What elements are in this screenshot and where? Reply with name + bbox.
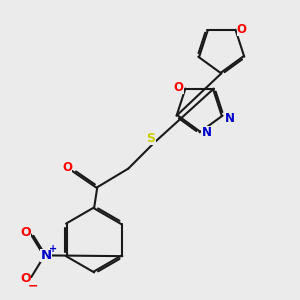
Text: O: O bbox=[174, 80, 184, 94]
Text: O: O bbox=[62, 161, 72, 174]
Text: O: O bbox=[237, 23, 247, 36]
Text: S: S bbox=[146, 132, 155, 145]
Text: −: − bbox=[28, 279, 38, 292]
Text: O: O bbox=[20, 226, 31, 238]
Text: N: N bbox=[40, 249, 52, 262]
Text: O: O bbox=[20, 272, 31, 285]
Text: +: + bbox=[49, 244, 57, 254]
Text: N: N bbox=[224, 112, 234, 125]
Text: N: N bbox=[201, 126, 212, 139]
